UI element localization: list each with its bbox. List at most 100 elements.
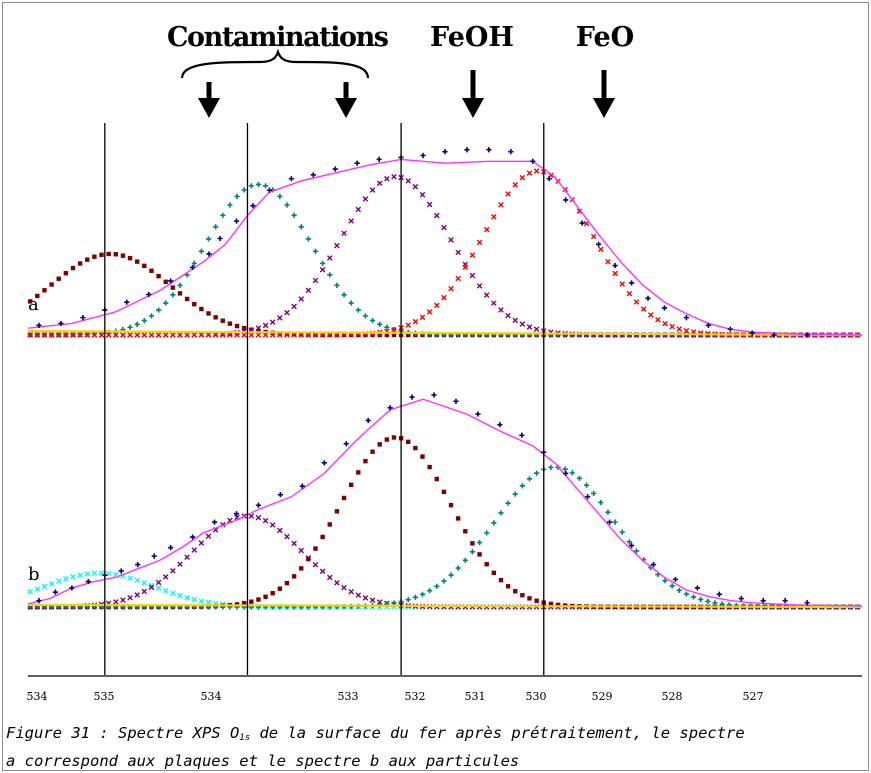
data-point bbox=[628, 280, 635, 286]
component-point bbox=[469, 549, 476, 555]
component-point bbox=[590, 233, 597, 240]
component-3 bbox=[27, 174, 861, 338]
component-point bbox=[505, 312, 511, 319]
data-point bbox=[233, 511, 240, 517]
component-point bbox=[391, 174, 397, 180]
data-point bbox=[442, 149, 448, 155]
component-point bbox=[134, 332, 140, 338]
component-point bbox=[262, 517, 269, 524]
component-point bbox=[433, 302, 440, 309]
component-point bbox=[91, 332, 98, 338]
component-point bbox=[512, 182, 519, 188]
component-point bbox=[241, 325, 247, 331]
component-point bbox=[356, 470, 361, 475]
component-point bbox=[113, 252, 118, 257]
component-point bbox=[192, 301, 197, 307]
component-point bbox=[85, 257, 90, 262]
component-point bbox=[127, 324, 133, 330]
data-point bbox=[464, 147, 470, 153]
component-point bbox=[441, 489, 447, 495]
component-point bbox=[484, 530, 490, 536]
data-point bbox=[563, 197, 569, 203]
component-point bbox=[120, 332, 126, 338]
component-point bbox=[527, 596, 532, 601]
component-point bbox=[484, 562, 489, 567]
component-point bbox=[42, 288, 47, 293]
component-point bbox=[184, 296, 190, 302]
component-point bbox=[112, 332, 119, 338]
component-point bbox=[320, 534, 325, 540]
component-point bbox=[212, 332, 219, 338]
component-point bbox=[690, 594, 697, 600]
component-point bbox=[427, 464, 432, 470]
component-point bbox=[191, 260, 197, 266]
data-point bbox=[727, 326, 733, 332]
data-point bbox=[266, 187, 273, 193]
component-point bbox=[491, 214, 497, 220]
component-point bbox=[291, 574, 297, 579]
component-point bbox=[234, 193, 240, 199]
envelope-line bbox=[27, 158, 863, 336]
component-point bbox=[284, 331, 290, 337]
component-point bbox=[370, 332, 375, 338]
component-point bbox=[363, 459, 368, 464]
component-point bbox=[298, 224, 304, 230]
component-point bbox=[362, 313, 369, 319]
component-point bbox=[455, 516, 461, 521]
data-point bbox=[771, 332, 777, 338]
component-point bbox=[27, 588, 33, 595]
component-point bbox=[462, 264, 469, 271]
component-point bbox=[120, 253, 126, 258]
component-point bbox=[405, 178, 412, 184]
component-point bbox=[291, 212, 297, 218]
data-point bbox=[486, 147, 492, 153]
component-point bbox=[84, 571, 91, 577]
component-point bbox=[41, 583, 48, 590]
component-point bbox=[306, 556, 311, 562]
arrow-head bbox=[462, 98, 484, 118]
component-1 bbox=[27, 570, 861, 610]
data-point bbox=[661, 305, 668, 311]
component-point bbox=[198, 332, 205, 338]
component-point bbox=[77, 572, 83, 578]
arrow-1 bbox=[198, 82, 220, 118]
component-point bbox=[669, 323, 675, 330]
component-point bbox=[155, 579, 162, 586]
data-point bbox=[250, 203, 256, 209]
component-point bbox=[98, 332, 105, 338]
component-point bbox=[413, 445, 418, 451]
component-point bbox=[134, 259, 140, 264]
component-point bbox=[362, 196, 369, 202]
component-point bbox=[505, 500, 511, 506]
component-point bbox=[184, 554, 190, 561]
component-point bbox=[92, 254, 97, 259]
component-point bbox=[284, 580, 290, 586]
x-tick-label: 531 bbox=[465, 690, 486, 703]
component-point bbox=[127, 332, 133, 338]
component-point bbox=[163, 300, 169, 306]
component-point bbox=[277, 586, 283, 591]
component-point bbox=[241, 601, 247, 606]
component-point bbox=[27, 299, 33, 304]
component-point bbox=[626, 290, 633, 297]
component-point bbox=[462, 557, 468, 563]
component-point bbox=[583, 482, 590, 488]
component-point bbox=[312, 277, 319, 284]
component-point bbox=[63, 576, 69, 582]
arrow-shaft bbox=[470, 70, 476, 100]
data-point bbox=[563, 470, 569, 477]
component-point bbox=[41, 332, 48, 338]
component-point bbox=[498, 202, 504, 208]
component-point bbox=[27, 332, 33, 338]
component-point bbox=[284, 309, 290, 316]
data-point bbox=[365, 417, 371, 424]
component-point bbox=[426, 201, 433, 208]
arrow-4 bbox=[593, 70, 615, 118]
contamination-brace bbox=[180, 48, 370, 79]
component-point bbox=[177, 332, 183, 338]
component-point bbox=[470, 541, 475, 546]
component-point bbox=[177, 291, 183, 296]
component-point bbox=[520, 593, 525, 598]
component-point bbox=[519, 483, 525, 489]
component-point bbox=[148, 582, 155, 589]
